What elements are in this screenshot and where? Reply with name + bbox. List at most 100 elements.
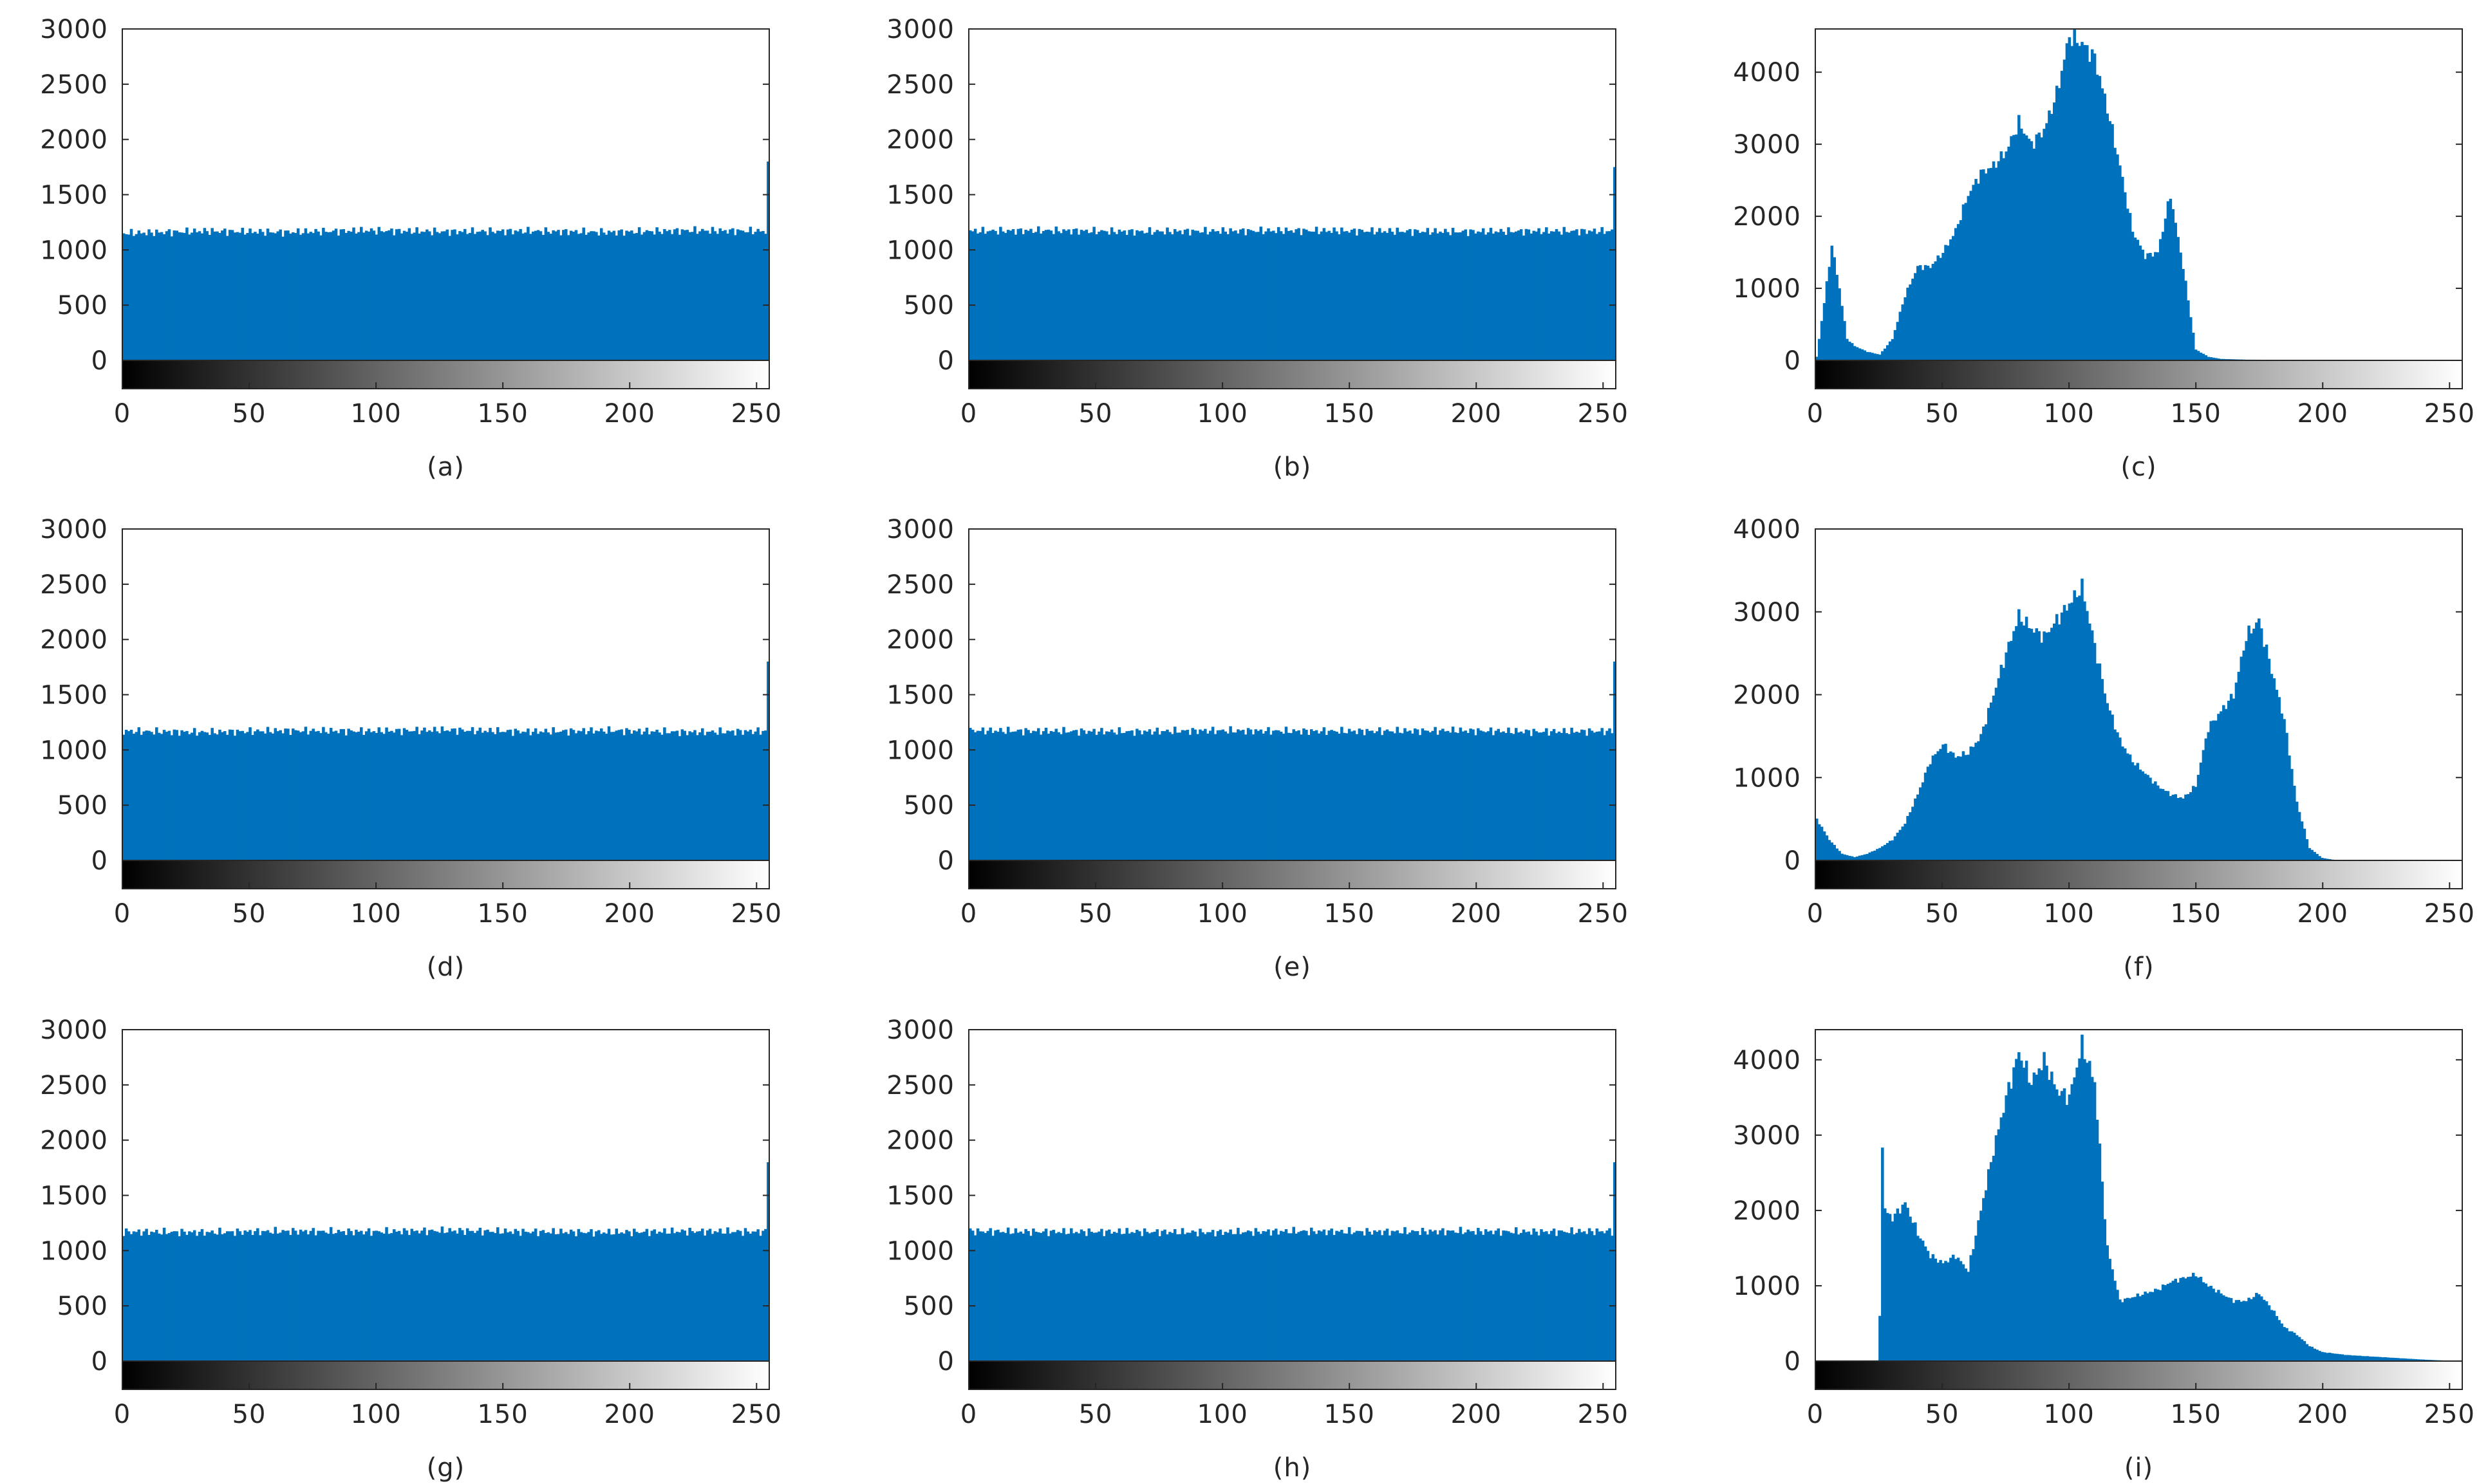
histogram-bar (2116, 1290, 2119, 1361)
histogram-bar (1062, 229, 1065, 360)
histogram-bar (2199, 353, 2203, 360)
histogram-bar (1532, 230, 1535, 360)
histogram-bar (703, 735, 707, 860)
histogram-bar (1527, 1231, 1531, 1361)
histogram-bar (1888, 1214, 1892, 1361)
histogram-bar (1527, 229, 1531, 360)
histogram-bar (350, 1230, 353, 1361)
histogram-bar (198, 231, 201, 360)
histogram-bar (653, 234, 656, 360)
y-tick-label: 0 (938, 346, 955, 376)
histogram-bar (2161, 1285, 2165, 1361)
histogram-bar (2290, 1331, 2294, 1361)
histogram-bar (1863, 350, 1867, 360)
histogram-bar (1388, 1235, 1392, 1361)
histogram-bar (688, 232, 691, 360)
histogram-bar (1254, 1228, 1258, 1361)
histogram-bar (1206, 733, 1210, 860)
histogram-bar (2321, 1351, 2324, 1361)
histogram-bar (355, 233, 358, 360)
histogram-bar (405, 232, 409, 360)
histogram-bar (132, 734, 136, 860)
histogram-bar (221, 732, 224, 860)
histogram-bar (1593, 1235, 1596, 1361)
histogram-bar (377, 727, 381, 860)
histogram-bar (1903, 297, 1907, 360)
histogram-bar (1390, 1230, 1394, 1361)
histogram-bar (339, 229, 343, 360)
histogram-bar (2060, 71, 2064, 360)
histogram-bar (256, 1228, 259, 1361)
histogram-bar (248, 727, 252, 860)
histogram-bar (628, 1231, 631, 1361)
histogram-bar (271, 733, 275, 860)
histogram-bar (764, 1229, 767, 1361)
histogram-bar (1439, 1230, 1442, 1361)
histogram-bar (2290, 768, 2294, 860)
histogram-bar (1065, 732, 1068, 860)
histogram-bar (569, 728, 573, 860)
histogram-bar (1454, 732, 1457, 860)
histogram-bar (301, 731, 305, 860)
histogram-bar (286, 230, 290, 360)
histogram-bar (1105, 731, 1108, 860)
histogram-bar (706, 1230, 709, 1361)
histogram-bar (668, 230, 671, 360)
histogram-bar (1858, 855, 1862, 860)
y-tick-label: 2000 (1733, 202, 1801, 232)
histogram-bar (2086, 45, 2089, 360)
histogram-bar (397, 1230, 401, 1361)
histogram-bar (724, 1233, 727, 1361)
histogram-bar (1916, 794, 1920, 860)
histogram-bar (1575, 229, 1578, 360)
histogram-bar (2300, 1339, 2304, 1361)
histogram-bar (1107, 1229, 1111, 1361)
histogram-bar (696, 735, 699, 860)
histogram-bar (1906, 815, 1909, 860)
histogram-bar (228, 230, 232, 360)
histogram-bar (1901, 1204, 1905, 1361)
histogram-bar (1244, 235, 1248, 360)
histogram-bar (1964, 755, 1968, 860)
histogram-bar (443, 231, 447, 360)
histogram-bar (1100, 728, 1103, 860)
y-tick-label: 500 (57, 291, 108, 320)
histogram-bar (400, 735, 404, 860)
histogram-bar (2184, 1278, 2187, 1361)
histogram-bar (1608, 728, 1611, 860)
histogram-bar (1532, 728, 1535, 860)
histogram-bar (1466, 1229, 1470, 1361)
histogram-bar (494, 734, 497, 860)
histogram-bar (1585, 1234, 1589, 1361)
histogram-bar (2090, 630, 2094, 860)
histogram-bar (2217, 714, 2220, 860)
histogram-bar (2050, 1071, 2053, 1361)
histogram-bar (456, 234, 459, 360)
histogram-bar (1009, 1234, 1013, 1361)
histogram-bar (969, 230, 972, 360)
histogram-bar (352, 1235, 355, 1361)
histogram-bar (1461, 230, 1465, 360)
histogram-bar (1582, 229, 1586, 360)
histogram-bar (304, 1230, 308, 1361)
histogram-bar (2252, 1297, 2256, 1361)
histogram-bar (347, 1228, 350, 1361)
histogram-bar (1087, 233, 1091, 360)
histogram-bar (1211, 1230, 1215, 1361)
histogram-bar (195, 232, 199, 360)
histogram-bar (1171, 234, 1174, 360)
histogram-bar (1896, 322, 1900, 360)
histogram-bar (1939, 748, 1942, 860)
histogram-bar (1039, 1232, 1043, 1361)
histogram-bar (1204, 1234, 1207, 1361)
histogram-bar (1279, 732, 1283, 860)
histogram-bar (1916, 1236, 1920, 1361)
histogram-bar (1999, 665, 2003, 860)
x-tick-label: 100 (1197, 899, 1248, 929)
histogram-bar (2240, 656, 2243, 860)
histogram-bar (2171, 209, 2175, 360)
histogram-bar (1115, 234, 1119, 360)
histogram-bar (1032, 1229, 1035, 1361)
histogram-bar (2321, 858, 2324, 860)
histogram-bar (362, 232, 366, 360)
